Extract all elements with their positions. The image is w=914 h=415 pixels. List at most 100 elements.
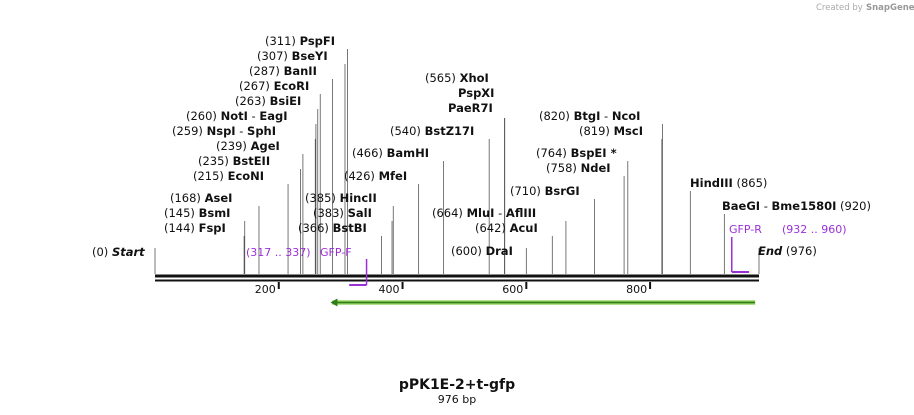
- ruler-ticks: 200 400 600 800: [255, 282, 652, 296]
- enzyme-name: BsmI: [199, 206, 231, 220]
- enzyme-name: AflIII: [506, 206, 536, 220]
- site-position: (600): [451, 244, 486, 258]
- site-label-drai[interactable]: (600) DraI: [451, 244, 513, 258]
- enzyme-name: Start: [112, 245, 145, 259]
- site-position: (710): [510, 184, 545, 198]
- enzyme-name: AseI: [205, 191, 233, 205]
- site-label-bsmi[interactable]: (145) BsmI: [164, 206, 230, 220]
- separator: -: [600, 109, 611, 123]
- enzyme-name: BsiEI: [270, 94, 302, 108]
- site-label-banii[interactable]: (287) BanII: [249, 64, 317, 78]
- primer-gfp-f[interactable]: (317 .. 337) GFP-F: [246, 246, 368, 286]
- enzyme-name: BtgI: [574, 109, 601, 123]
- site-label-bsteii[interactable]: (235) BstEII: [198, 154, 270, 168]
- feature-arrow[interactable]: [330, 298, 756, 307]
- site-label-mlui-afliii[interactable]: (664) MluI - AflIII: [432, 206, 536, 220]
- site-label-bsrgi[interactable]: (710) BsrGI: [510, 184, 580, 198]
- site-label-mfei[interactable]: (426) MfeI: [344, 169, 407, 183]
- site-position: (758): [546, 161, 581, 175]
- site-position: (565): [425, 71, 460, 85]
- enzyme-name: BstZ17I: [425, 124, 475, 138]
- enzyme-name: BaeGI: [722, 199, 760, 213]
- enzyme-name: SalI: [348, 206, 372, 220]
- site-labels: (0) Start(144) FspI(145) BsmI(168) AseI(…: [92, 34, 871, 259]
- enzyme-name: AgeI: [251, 139, 280, 153]
- enzyme-name: BseYI: [292, 49, 328, 63]
- enzyme-name: NspI: [207, 124, 236, 138]
- site-label-bseyi[interactable]: (307) BseYI: [257, 49, 328, 63]
- site-label-baegi-bme1580i[interactable]: BaeGI - Bme1580I (920): [722, 199, 871, 213]
- site-position: (145): [164, 206, 199, 220]
- site-label-bsiei[interactable]: (263) BsiEI: [235, 94, 301, 108]
- site-label-sali[interactable]: (383) SalI: [313, 206, 372, 220]
- primer-name: GFP-R: [729, 223, 762, 236]
- tick-label-200: 200: [255, 283, 276, 296]
- snapgene-brand: SnapGene: [866, 3, 914, 13]
- site-position: (307): [257, 49, 292, 63]
- site-label-start[interactable]: (0) Start: [92, 245, 145, 259]
- site-position: (239): [216, 139, 251, 153]
- site-label-ndei[interactable]: (758) NdeI: [546, 161, 611, 175]
- map-subtitle: 976 bp: [438, 393, 476, 406]
- site-label-ecori[interactable]: (267) EcoRI: [239, 79, 309, 93]
- site-label-hincii[interactable]: (385) HincII: [305, 191, 377, 205]
- site-position: (642): [475, 221, 510, 235]
- site-label-asei[interactable]: (168) AseI: [170, 191, 232, 205]
- site-position: (764): [536, 146, 571, 160]
- site-position: (263): [235, 94, 270, 108]
- tick-label-800: 800: [626, 283, 647, 296]
- enzyme-name: BstBI: [333, 221, 367, 235]
- tick-label-600: 600: [502, 283, 523, 296]
- site-position: (235): [198, 154, 233, 168]
- site-label-fspi[interactable]: (144) FspI: [164, 221, 226, 235]
- primer-gfp-r[interactable]: GFP-R (932 .. 960): [729, 223, 847, 273]
- enzyme-name: XhoI: [460, 71, 489, 85]
- site-position: (144): [164, 221, 199, 235]
- enzyme-name: NotI: [221, 109, 248, 123]
- site-label-bspei[interactable]: (764) BspEI *: [536, 146, 617, 160]
- enzyme-name: PaeR7I: [448, 101, 493, 115]
- enzyme-name: HincII: [340, 191, 377, 205]
- enzyme-name: AcuI: [510, 221, 538, 235]
- site-position: (215): [193, 169, 228, 183]
- site-position: (383): [313, 206, 348, 220]
- site-position: (385): [305, 191, 340, 205]
- enzyme-name: EagI: [259, 109, 287, 123]
- site-label-hindiii[interactable]: HindIII (865): [690, 176, 767, 190]
- site-label-btgi-ncoi[interactable]: (820) BtgI - NcoI: [539, 109, 640, 123]
- site-label-msci[interactable]: (819) MscI: [579, 124, 643, 138]
- enzyme-name: BspEI *: [571, 146, 617, 160]
- enzyme-name: MfeI: [379, 169, 408, 183]
- site-label-bamhi[interactable]: (466) BamHI: [352, 146, 429, 160]
- dna-backbone: [155, 274, 759, 282]
- site-leaders: [154, 49, 760, 274]
- enzyme-name: End: [758, 244, 783, 258]
- feature-arrowhead: [330, 298, 338, 307]
- site-label-bstz17i[interactable]: (540) BstZ17I: [390, 124, 474, 138]
- site-label-bstbi[interactable]: (366) BstBI: [298, 221, 367, 235]
- enzyme-name: NcoI: [612, 109, 641, 123]
- primer-range: (317 .. 337): [246, 246, 311, 259]
- site-label-paer7i[interactable]: PaeR7I: [448, 101, 493, 115]
- enzyme-name: NdeI: [581, 161, 611, 175]
- map-title: pPK1E-2+t-gfp: [399, 377, 515, 393]
- site-position: (540): [390, 124, 425, 138]
- site-label-xhoi[interactable]: (565) XhoI: [425, 71, 489, 85]
- site-label-noti-eagi[interactable]: (260) NotI - EagI: [186, 109, 288, 123]
- site-label-end[interactable]: End (976): [758, 244, 817, 258]
- site-label-econi[interactable]: (215) EcoNI: [193, 169, 264, 183]
- site-position: (259): [172, 124, 207, 138]
- site-position: (287): [249, 64, 284, 78]
- site-label-nspi-sphi[interactable]: (259) NspI - SphI: [172, 124, 276, 138]
- separator: -: [248, 109, 259, 123]
- site-label-agei[interactable]: (239) AgeI: [216, 139, 280, 153]
- enzyme-name: HindIII: [690, 176, 733, 190]
- enzyme-name: MluI: [467, 206, 495, 220]
- site-label-pspxi[interactable]: PspXI: [458, 86, 494, 100]
- site-label-pspfi[interactable]: (311) PspFI: [265, 34, 335, 48]
- site-position: (466): [352, 146, 387, 160]
- enzyme-name: MscI: [614, 124, 643, 138]
- enzyme-name: EcoRI: [274, 79, 310, 93]
- site-label-acui[interactable]: (642) AcuI: [475, 221, 538, 235]
